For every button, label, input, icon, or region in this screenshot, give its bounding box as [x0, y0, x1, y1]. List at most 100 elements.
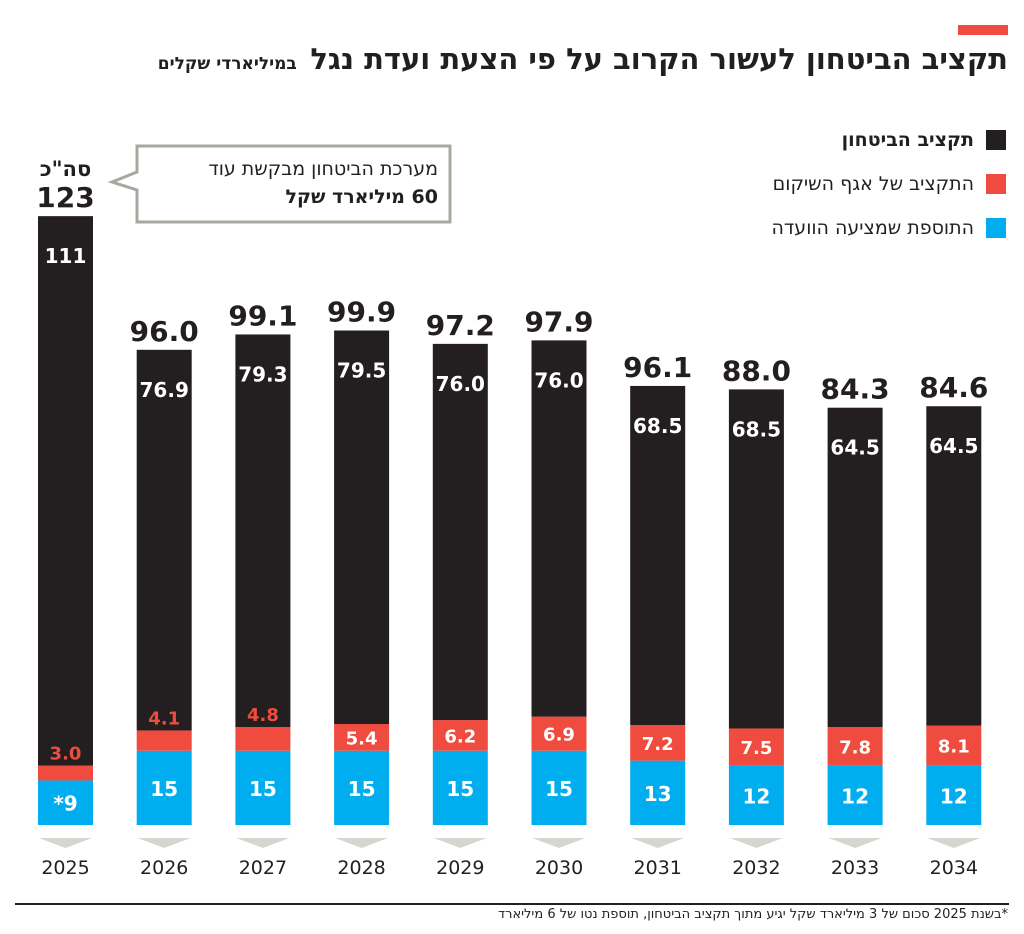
total-label: 96.1 — [623, 351, 692, 384]
footer-rule — [15, 903, 1009, 905]
data-label-defense: 76.9 — [140, 378, 189, 402]
callout-box — [107, 144, 452, 224]
bar-segment-rehab — [334, 724, 390, 751]
bar-segment-rehab — [531, 716, 587, 751]
bar-segment-rehab — [235, 726, 291, 751]
legend: תקציב הביטחון התקציב של אגף השיקום התוספ… — [772, 118, 1006, 250]
bar-segment-rehab — [38, 765, 93, 781]
bar-segment-addition — [432, 750, 488, 825]
data-label-addition: 15 — [446, 777, 474, 801]
data-label-rehab: 6.2 — [444, 726, 476, 747]
data-label-rehab: 7.2 — [642, 734, 674, 755]
x-tick-label: 2025 — [41, 857, 89, 879]
x-tick-label: 2026 — [140, 857, 188, 879]
data-label-addition: 15 — [249, 777, 277, 801]
data-label-defense: 76.0 — [534, 368, 583, 392]
legend-item-rehab: התקציב של אגף השיקום — [772, 162, 1006, 206]
data-label-defense: 64.5 — [830, 436, 879, 460]
chevron-down-icon — [828, 838, 882, 848]
chevron-down-icon — [335, 838, 389, 848]
bar-segment-defense — [235, 334, 291, 727]
data-label-defense: 68.5 — [633, 414, 682, 438]
data-label-defense: 68.5 — [732, 417, 781, 441]
chevron-down-icon — [236, 838, 290, 848]
bar-segment-addition — [630, 760, 686, 825]
legend-item-defense: תקציב הביטחון — [772, 118, 1006, 162]
bar-segment-defense — [926, 406, 982, 726]
data-label-rehab: 7.8 — [839, 737, 871, 758]
callout: מערכת הביטחון מבקשת עוד 60 מיליארד שקל — [107, 144, 452, 224]
data-label-rehab: 5.4 — [346, 728, 378, 749]
legend-label: תקציב הביטחון — [841, 129, 974, 151]
total-label: 84.6 — [919, 371, 988, 404]
legend-swatch-black — [986, 130, 1006, 150]
chevron-down-icon — [631, 838, 685, 848]
data-label-defense: 64.5 — [929, 434, 978, 458]
total-label: 97.2 — [426, 309, 495, 342]
bar-segment-defense — [136, 349, 192, 731]
x-tick-label: 2032 — [732, 857, 780, 879]
bar-segment-rehab — [136, 730, 192, 751]
data-label-rehab: 4.1 — [148, 708, 180, 729]
bar-segment-rehab — [728, 728, 784, 766]
chevron-down-icon — [433, 838, 487, 848]
data-label-defense: 79.3 — [238, 362, 287, 386]
legend-swatch-blue — [986, 218, 1006, 238]
legend-swatch-red — [986, 174, 1006, 194]
legend-label: התקציב של אגף השיקום — [772, 173, 974, 195]
data-label-addition: *9 — [53, 792, 77, 816]
chevron-down-icon — [137, 838, 191, 848]
bar-segment-addition — [235, 750, 291, 825]
data-label-rehab: 8.1 — [938, 737, 970, 758]
chevron-down-icon — [532, 838, 586, 848]
x-tick-label: 2031 — [634, 857, 682, 879]
x-tick-label: 2028 — [337, 857, 385, 879]
bar-segment-defense — [531, 340, 587, 717]
data-label-rehab: 6.9 — [543, 725, 575, 746]
data-label-addition: 12 — [940, 784, 968, 808]
accent-bar — [958, 25, 1008, 35]
bar-segment-addition — [827, 765, 883, 825]
stacked-bar-chart: מערכת הביטחון מבקשת עוד 60 מיליארד שקל *… — [36, 144, 988, 879]
data-label-addition: 13 — [644, 782, 672, 806]
data-label-defense: 79.5 — [337, 358, 386, 382]
bar-segment-defense — [38, 216, 93, 766]
total-label: 99.1 — [228, 299, 297, 332]
data-label-addition: 12 — [742, 784, 770, 808]
data-label-addition: 12 — [841, 784, 869, 808]
footnote: *בשנת 2025 סכום של 3 מיליארד שקל יגיע מת… — [498, 907, 1008, 922]
bar-segment-defense — [827, 407, 883, 727]
chevron-down-icon — [39, 838, 92, 848]
bar-segment-addition — [38, 780, 93, 825]
total-label: 88.0 — [722, 354, 791, 387]
data-label-addition: 15 — [150, 777, 178, 801]
total-label: 97.9 — [524, 305, 593, 338]
chart-title: תקציב הביטחון לעשור הקרוב על פי הצעת ועד… — [310, 42, 1008, 76]
bar-segment-rehab — [926, 725, 982, 766]
total-label: 99.9 — [327, 295, 396, 328]
data-label-addition: 15 — [545, 777, 573, 801]
bar-segment-rehab — [432, 720, 488, 751]
callout-line-1: מערכת הביטחון מבקשת עוד — [208, 158, 438, 180]
data-label-rehab: 3.0 — [50, 744, 82, 765]
page-title: תקציב הביטחון לעשור הקרוב על פי הצעת ועד… — [158, 42, 1008, 76]
bar-segment-addition — [926, 765, 982, 825]
data-label-addition: 15 — [348, 777, 376, 801]
x-tick-label: 2029 — [436, 857, 484, 879]
bar-segment-defense — [432, 343, 488, 721]
x-tick-label: 2034 — [930, 857, 978, 879]
legend-label: התוספת שמציעה הוועדה — [771, 217, 974, 239]
x-tick-label: 2030 — [535, 857, 583, 879]
total-label: 123 — [36, 181, 94, 214]
total-prefix: סה"כ — [40, 157, 92, 181]
bar-segment-rehab — [630, 725, 686, 761]
bar-segment-addition — [334, 750, 390, 825]
chevron-down-icon — [729, 838, 783, 848]
data-label-rehab: 7.5 — [740, 738, 772, 759]
data-label-defense: 111 — [45, 244, 87, 268]
bar-segment-addition — [531, 750, 587, 825]
data-label-defense: 76.0 — [436, 372, 485, 396]
x-tick-label: 2033 — [831, 857, 879, 879]
unit-note: במיליארדי שקלים — [157, 54, 297, 74]
